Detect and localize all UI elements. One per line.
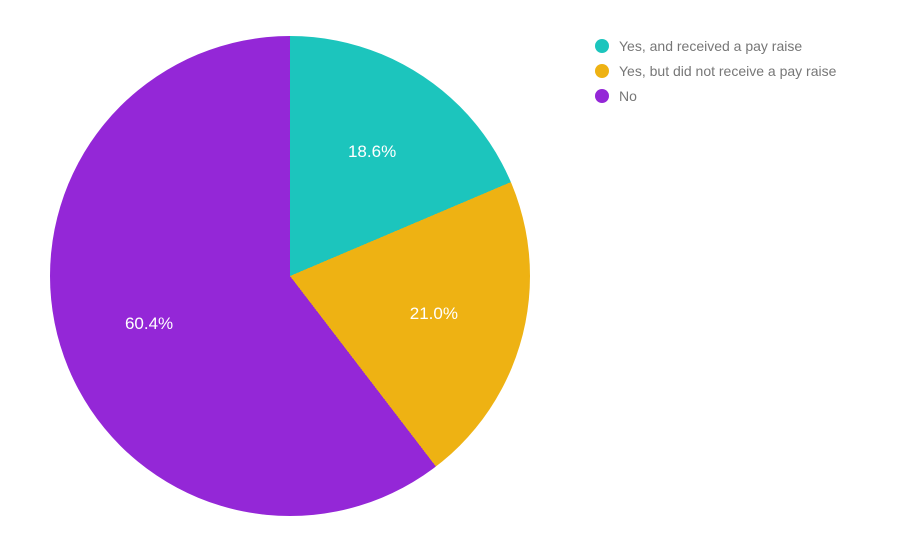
legend: Yes, and received a pay raise Yes, but d… (595, 38, 836, 104)
slice-label-1: 21.0% (410, 304, 458, 324)
pie-chart: 18.6% 21.0% 60.4% (50, 36, 530, 516)
slice-label-2: 60.4% (125, 314, 173, 334)
pie-body (50, 36, 530, 516)
legend-swatch-1 (595, 64, 609, 78)
legend-item-2: No (595, 88, 836, 104)
legend-label-1: Yes, but did not receive a pay raise (619, 63, 836, 79)
legend-swatch-0 (595, 39, 609, 53)
chart-container: 18.6% 21.0% 60.4% Yes, and received a pa… (0, 0, 898, 553)
legend-swatch-2 (595, 89, 609, 103)
legend-item-0: Yes, and received a pay raise (595, 38, 836, 54)
legend-item-1: Yes, but did not receive a pay raise (595, 63, 836, 79)
legend-label-0: Yes, and received a pay raise (619, 38, 802, 54)
legend-label-2: No (619, 88, 637, 104)
slice-label-0: 18.6% (348, 142, 396, 162)
